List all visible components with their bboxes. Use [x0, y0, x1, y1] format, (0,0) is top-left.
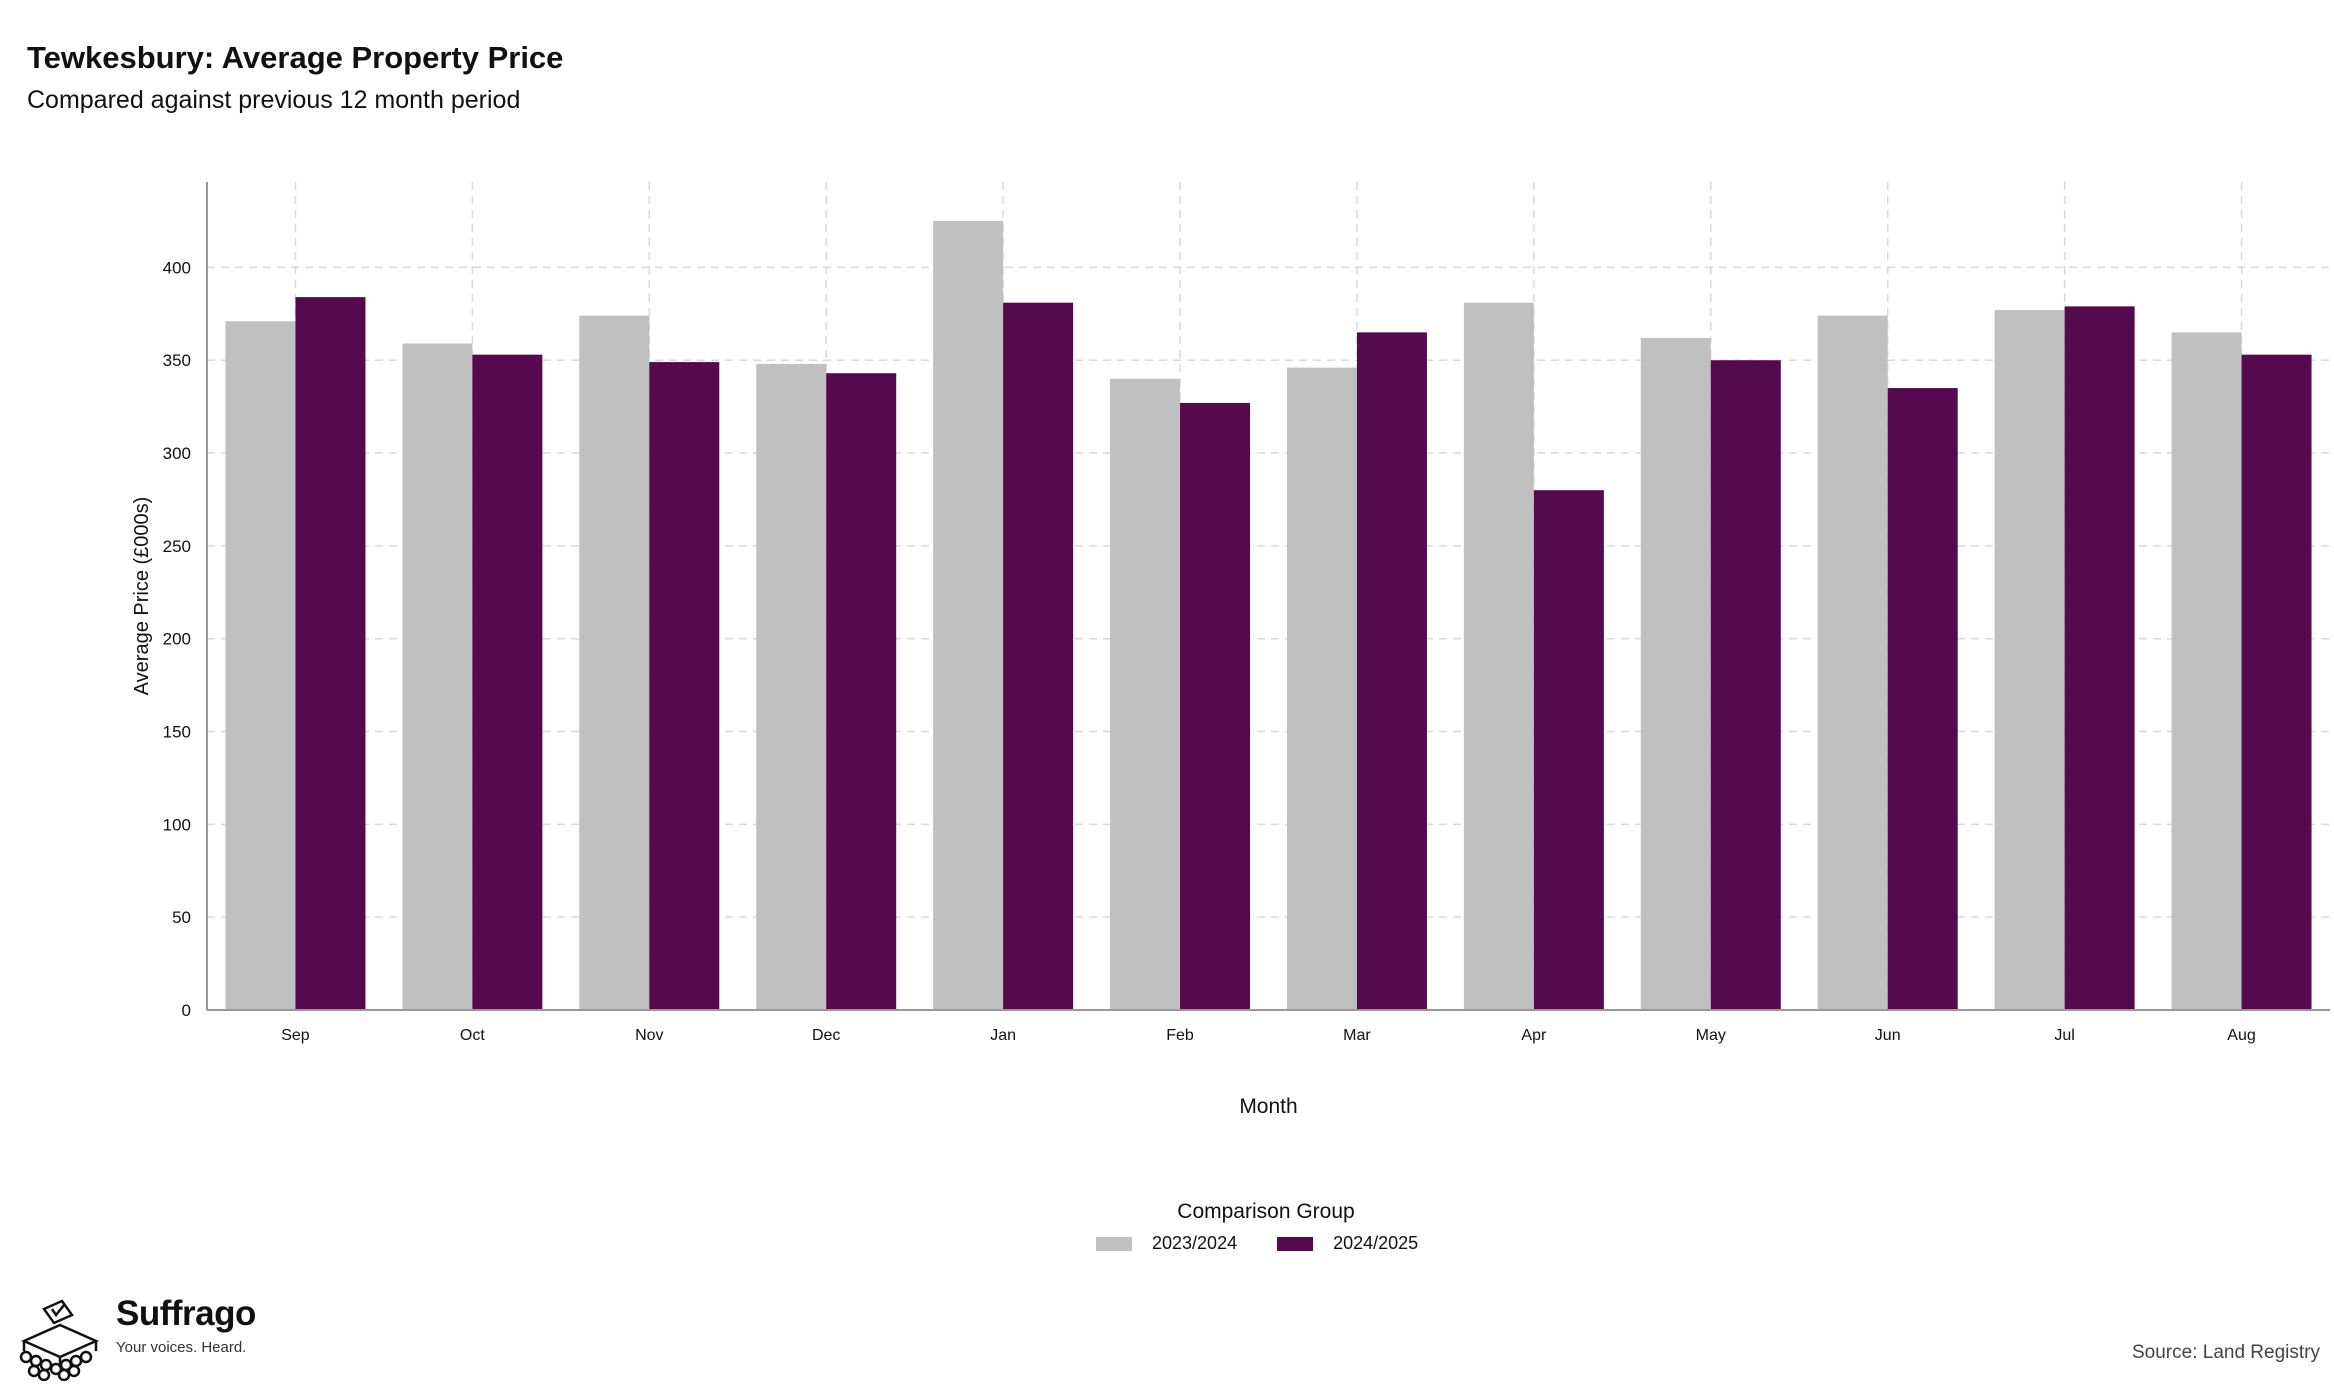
- bar-2023-2024-mar: [1286, 367, 1357, 1010]
- bar-2023-2024-feb: [1110, 378, 1181, 1010]
- brand-name: Suffrago: [116, 1294, 256, 1333]
- y-tick-label-0: 0: [182, 1001, 191, 1020]
- bar-2023-2024-jul: [1994, 310, 2065, 1011]
- legend-label-2023-2024: 2023/2024: [1152, 1233, 1238, 1253]
- legend-swatch-2024-2025: [1277, 1236, 1314, 1251]
- x-tick-label-nov: Nov: [635, 1027, 663, 1044]
- y-tick-label-350: 350: [163, 351, 191, 370]
- chart-title: Tewkesbury: Average Property Price: [27, 40, 564, 75]
- bar-2024-2025-feb: [1180, 402, 1251, 1010]
- x-tick-label-sep: Sep: [281, 1027, 310, 1044]
- x-tick-label-jul: Jul: [2054, 1027, 2074, 1044]
- y-tick-label-400: 400: [163, 258, 191, 277]
- brand-tagline: Your voices. Heard.: [116, 1339, 247, 1356]
- y-axis-title: Average Price (£000s): [131, 497, 153, 696]
- legend-label-2024-2025: 2024/2025: [1333, 1233, 1419, 1253]
- bar-2024-2025-jul: [2064, 306, 2135, 1011]
- bar-2024-2025-sep: [295, 297, 366, 1010]
- legend: 2023/2024 2024/2025: [1096, 1233, 1458, 1254]
- bar-2024-2025-nov: [649, 362, 720, 1011]
- legend-title: Comparison Group: [1177, 1200, 1355, 1223]
- x-tick-label-aug: Aug: [2227, 1027, 2255, 1044]
- ballot-box-icon: [19, 1299, 100, 1381]
- x-tick-label-may: May: [1696, 1027, 1726, 1044]
- y-tick-label-250: 250: [163, 537, 191, 556]
- y-tick-label-150: 150: [163, 723, 191, 742]
- bar-2023-2024-aug: [2171, 332, 2242, 1010]
- bar-2024-2025-dec: [826, 373, 897, 1010]
- y-tick-label-200: 200: [163, 630, 191, 649]
- brand-logo: Suffrago Your voices. Heard.: [14, 1295, 256, 1381]
- bar-2023-2024-sep: [225, 321, 296, 1010]
- legend-swatch-2023-2024: [1096, 1236, 1132, 1251]
- x-tick-label-jun: Jun: [1875, 1027, 1901, 1044]
- y-tick-label-300: 300: [163, 444, 191, 463]
- bar-2023-2024-apr: [1463, 302, 1534, 1011]
- bar-2024-2025-mar: [1356, 332, 1427, 1010]
- bar-2023-2024-oct: [402, 343, 473, 1010]
- bar-2024-2025-apr: [1533, 490, 1604, 1010]
- y-tick-label-50: 50: [172, 908, 191, 927]
- x-tick-label-jan: Jan: [990, 1027, 1016, 1044]
- bar-2023-2024-nov: [579, 315, 650, 1010]
- bar-2024-2025-oct: [472, 354, 543, 1011]
- bar-2023-2024-jun: [1817, 315, 1888, 1010]
- bar-2024-2025-jan: [1003, 302, 1074, 1011]
- x-tick-label-feb: Feb: [1166, 1027, 1194, 1044]
- x-tick-label-mar: Mar: [1343, 1027, 1371, 1044]
- bar-2023-2024-jan: [933, 220, 1004, 1010]
- source-note: Source: Land Registry: [2132, 1342, 2320, 1363]
- bar-2023-2024-dec: [756, 363, 827, 1010]
- legend-item-2023-2024: 2023/2024: [1096, 1233, 1237, 1254]
- x-tick-label-oct: Oct: [460, 1027, 485, 1044]
- x-tick-label-dec: Dec: [812, 1027, 840, 1044]
- bar-2024-2025-jun: [1887, 388, 1958, 1010]
- bar-2024-2025-aug: [2241, 354, 2312, 1011]
- y-tick-label-100: 100: [163, 815, 191, 834]
- x-tick-label-apr: Apr: [1521, 1027, 1547, 1044]
- bar-2024-2025-may: [1710, 360, 1781, 1010]
- legend-item-2024-2025: 2024/2025: [1277, 1233, 1418, 1254]
- chart-subtitle: Compared against previous 12 month perio…: [27, 86, 521, 114]
- x-axis-title: Month: [1239, 1095, 1297, 1118]
- bar-2023-2024-may: [1640, 337, 1711, 1011]
